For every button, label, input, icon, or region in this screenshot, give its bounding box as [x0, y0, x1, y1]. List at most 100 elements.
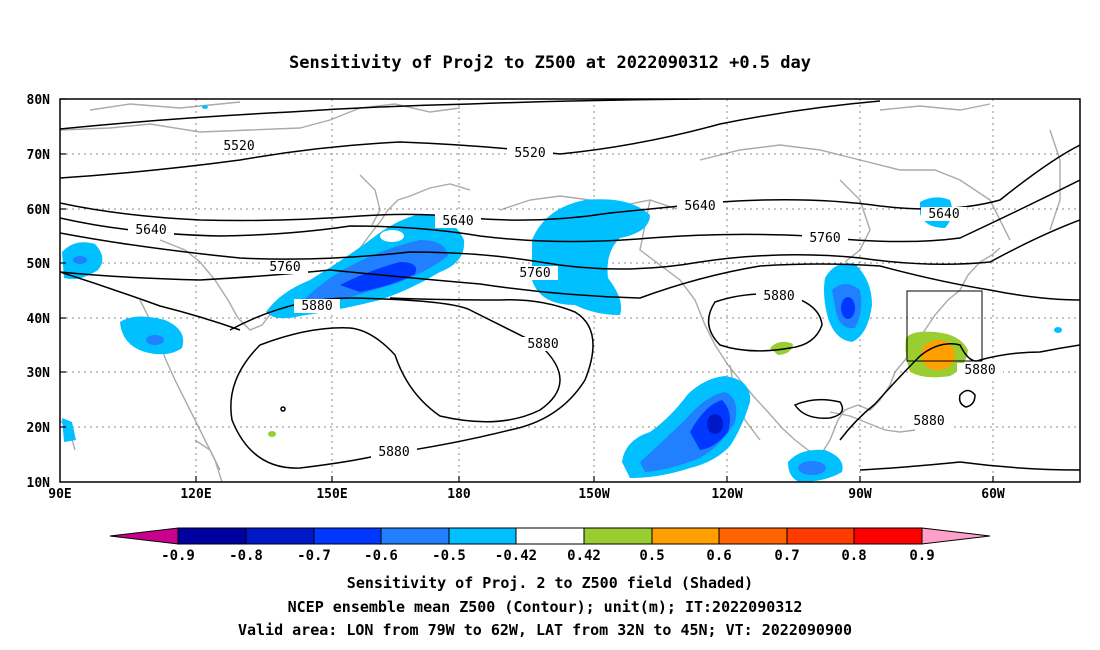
contour-labels: 5520 5520 5640 5640 5640 5640 5760 5760 …: [128, 139, 1003, 460]
caption-valid-area: Valid area: LON from 79W to 62W, LAT fro…: [238, 621, 852, 639]
lon-label-90w: 90W: [848, 487, 872, 502]
axis-tick-marks: [60, 98, 994, 482]
contour-5880-mexico: [793, 398, 844, 419]
coastline-hudson-bay: [839, 179, 871, 263]
contour-label: 5640: [928, 207, 959, 222]
label-box: [128, 223, 174, 237]
label-box: [435, 214, 481, 228]
lon-label-120e: 120E: [180, 487, 211, 502]
contour-5880-bahamas: [958, 389, 976, 408]
colorbar-swatch: [718, 527, 788, 545]
label-box: [906, 414, 952, 428]
contour-label: 5520: [514, 146, 545, 161]
contour-5880-west: [229, 297, 594, 469]
contour-5880-atlantic: [839, 343, 1080, 441]
contour-5760-b: [60, 263, 1080, 301]
coastline-philippines: [194, 439, 221, 471]
label-box: [677, 199, 723, 213]
label-box: [262, 260, 308, 274]
lon-label-150e: 150E: [316, 487, 347, 502]
lon-label-120w: 120W: [711, 487, 742, 502]
map-area: 5520 5520 5640 5640 5640 5640 5760 5760 …: [60, 99, 1080, 482]
captions: Sensitivity of Proj. 2 to Z500 field (Sh…: [238, 574, 852, 639]
contour-label: 5640: [442, 214, 473, 229]
contour-label: 5880: [378, 445, 409, 460]
contour-5640-b: [60, 179, 1080, 243]
contour-label: 5760: [809, 231, 840, 246]
shade-eastern-pacific-core: [798, 461, 826, 475]
contour-label: 5640: [684, 199, 715, 214]
colorbar-label: 0.42: [567, 548, 601, 564]
colorbar-swatch: [245, 527, 315, 545]
colorbar-low-arrow: [109, 527, 179, 545]
contour-5520-b: [60, 100, 881, 179]
shade-great-lakes-core: [841, 297, 855, 319]
lat-label-20n: 20N: [27, 421, 51, 436]
valid-area-box: [906, 290, 983, 362]
lat-label-80n: 80N: [27, 93, 51, 108]
label-box: [507, 146, 553, 160]
shade-gulf-of-alaska: [532, 199, 650, 315]
colorbar-swatch: [515, 527, 585, 545]
shade-india-20n: [62, 418, 76, 442]
colorbar-swatch: [853, 527, 923, 545]
colorbar-label: -0.9: [161, 548, 195, 564]
colorbar-swatch: [177, 527, 247, 545]
contour-5520-a: [60, 99, 701, 130]
label-box: [921, 207, 967, 221]
contour-label: 5520: [223, 139, 254, 154]
colorbar-label: 0.6: [706, 548, 731, 564]
caption-shaded: Sensitivity of Proj. 2 to Z500 field (Sh…: [347, 574, 753, 592]
shade-positive-small: [268, 431, 276, 437]
contour-label: 5760: [519, 266, 550, 281]
lat-label-70n: 70N: [27, 148, 51, 163]
latitude-labels: 80N 70N 60N 50N 40N 30N 20N 10N: [27, 93, 51, 491]
coastline-arctic-canada: [879, 103, 991, 111]
contour-5760-a: [60, 219, 1080, 270]
label-box: [216, 139, 262, 153]
coastline-kamchatka: [409, 183, 471, 197]
shade-jet-core: [340, 262, 416, 292]
colorbar-label: 0.8: [841, 548, 866, 564]
contour-label: 5760: [269, 260, 300, 275]
colorbar-swatch: [583, 527, 653, 545]
coastline-north-america-west: [639, 199, 821, 457]
contour-5880-asia: [60, 271, 241, 331]
label-box: [512, 266, 558, 280]
shade-china-40n: [120, 316, 184, 355]
label-box: [294, 299, 340, 313]
coastline-arctic-asia: [60, 103, 461, 133]
label-box: [756, 289, 802, 303]
shade-core-china: [146, 335, 164, 345]
contour-5880-tropical: [859, 461, 1080, 471]
colorbar-swatch: [651, 527, 720, 545]
lon-label-60w: 60W: [981, 487, 1005, 502]
colorbar-label: -0.7: [297, 548, 331, 564]
coastline-gulf-east: [819, 247, 1001, 457]
label-box: [520, 337, 566, 351]
coastline-sakhalin: [359, 174, 381, 226]
contour-5880-dot: [280, 406, 286, 412]
colorbar-swatch: [313, 527, 382, 545]
figure-title: Sensitivity of Proj2 to Z500 at 20220903…: [289, 53, 811, 73]
coastline-greenland: [1049, 129, 1061, 231]
lat-label-30n: 30N: [27, 366, 51, 381]
longitude-labels: 90E 120E 150E 180 150W 120W 90W 60W: [48, 487, 1005, 502]
colorbar-swatch: [448, 527, 517, 545]
map-frame: [59, 98, 1081, 483]
shade-positive-southwest-us: [770, 341, 793, 355]
coastline-canada: [699, 144, 1011, 241]
label-box: [957, 363, 1003, 377]
colorbar-label: 0.9: [909, 548, 934, 564]
shade-arctic-small: [202, 105, 208, 109]
shade-core-50n: [73, 256, 87, 264]
contour-label: 5880: [527, 337, 558, 352]
contour-label: 5640: [135, 223, 166, 238]
shade-subtropical-peak: [707, 414, 723, 434]
lat-label-60n: 60N: [27, 203, 51, 218]
colorbar-label: -0.5: [432, 548, 466, 564]
shade-gap: [380, 230, 404, 242]
shade-atlantic-small: [1054, 327, 1062, 333]
lon-label-150w: 150W: [578, 487, 609, 502]
